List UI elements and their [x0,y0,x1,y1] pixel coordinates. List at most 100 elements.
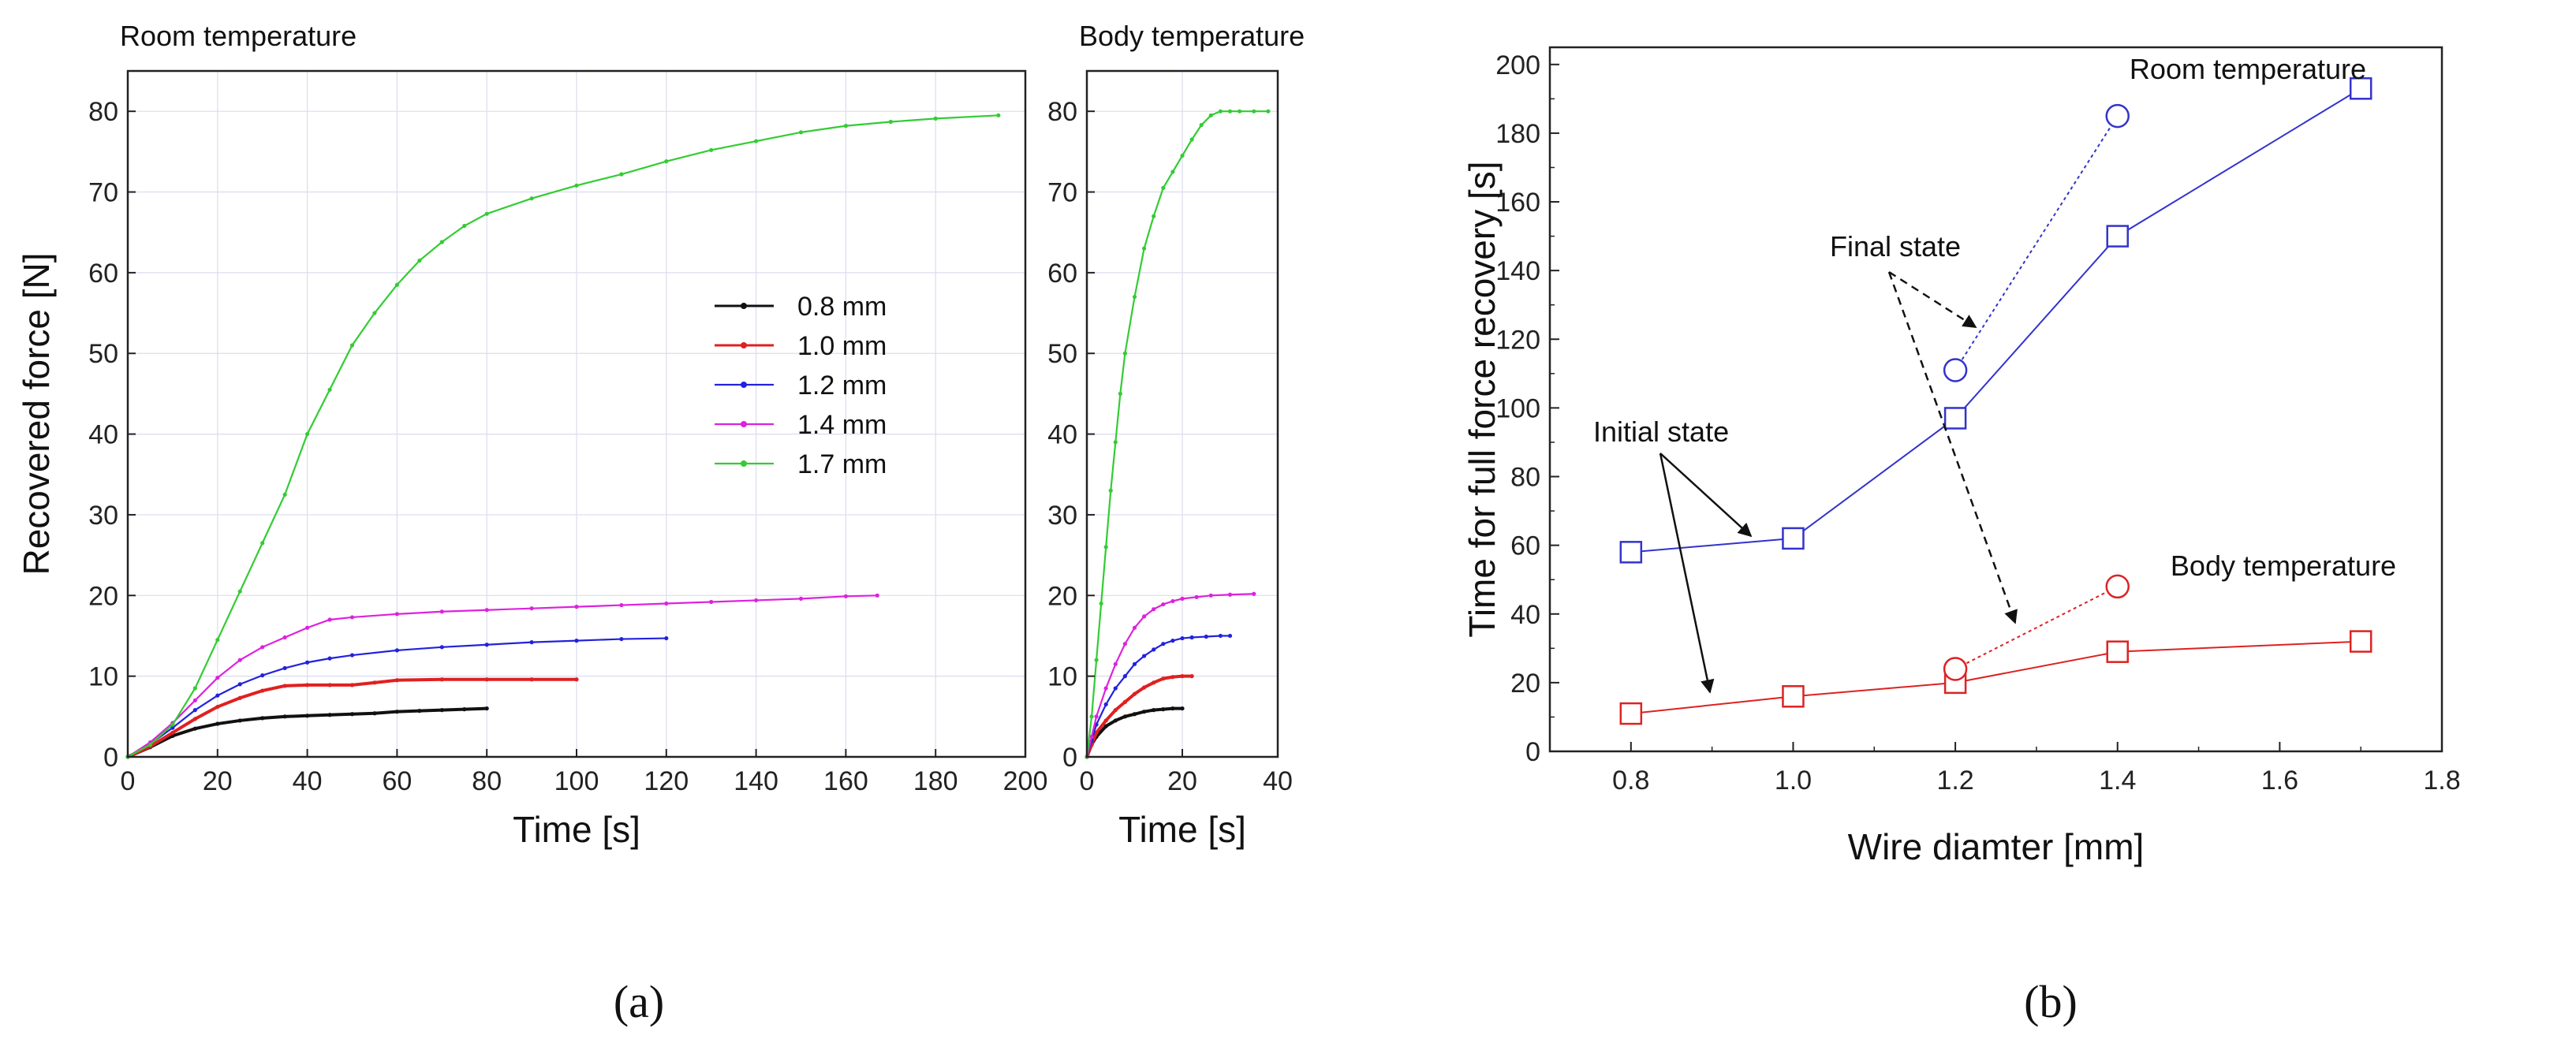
b-square-marker-0-2 [1943,407,1967,430]
room-point-08mm-13 [417,709,422,714]
room-point-12mm-9 [327,656,332,661]
room-point-17mm-13 [417,258,422,263]
body-point-17mm-7 [1118,391,1122,397]
legend-marker-3 [741,421,747,427]
room-point-14mm-17 [664,601,669,606]
room-series-line-12mm [127,637,666,758]
room-point-17mm-14 [439,240,444,244]
b-square-marker-2-1 [1782,685,1805,708]
b-final-arrow-2 [1887,271,2018,624]
b-series-line-1 [1954,115,2119,371]
legend-label-4: 1.7 mm [797,449,887,479]
room-point-10mm-10 [349,683,355,687]
b-ytick-label-7: 140 [1495,256,1540,286]
legend-label-0: 0.8 mm [797,292,887,322]
b-ytick-label-3: 60 [1510,531,1540,561]
body-xtick-label-0: 0 [1080,766,1095,796]
b-xtick-label-4: 1.6 [2261,766,2298,795]
body-ytick-label-0: 0 [1062,743,1077,773]
room-xtick-label-5: 100 [554,766,599,796]
room-point-12mm-11 [394,648,399,653]
body-point-14mm-15 [1252,591,1256,596]
room-point-12mm-15 [574,639,579,643]
room-point-10mm-4 [215,704,220,710]
legend-marker-2 [741,382,747,388]
body-point-14mm-5 [1122,642,1127,646]
body-point-17mm-11 [1152,214,1156,218]
body-point-08mm-11 [1180,706,1185,711]
room-point-12mm-8 [305,660,310,665]
body-point-10mm-6 [1132,691,1137,696]
room-point-17mm-21 [709,147,714,152]
body-point-17mm-9 [1132,294,1137,300]
room-point-08mm-4 [215,721,220,726]
room-point-10mm-16 [574,677,579,682]
room-point-12mm-17 [664,635,669,641]
body-xtick-label-1: 20 [1167,766,1197,796]
body-point-17mm-6 [1113,440,1118,445]
body-point-17mm-17 [1208,113,1213,117]
room-xtick-label-3: 60 [382,766,412,796]
room-point-10mm-2 [170,730,175,735]
room-point-12mm-3 [192,708,197,713]
room-point-14mm-12 [439,609,444,614]
room-point-12mm-4 [215,693,220,698]
body-point-14mm-4 [1113,661,1118,666]
room-x-axis-label: Time [s] [513,809,640,850]
b-square-marker-0-0 [1619,541,1643,564]
b-final-arrow-1 [1888,270,1977,329]
room-point-14mm-18 [709,599,714,605]
room-point-17mm-18 [574,183,579,188]
legend-label-3: 1.4 mm [797,410,887,440]
room-point-10mm-3 [192,717,197,721]
body-point-12mm-7 [1142,654,1147,658]
room-point-10mm-8 [305,683,310,687]
body-ytick-label-8: 80 [1047,97,1077,127]
body-point-17mm-4 [1103,545,1108,550]
body-point-10mm-2 [1094,730,1099,735]
body-ytick-label-7: 70 [1047,178,1077,208]
body-point-17mm-3 [1099,601,1103,606]
room-xtick-label-9: 180 [913,766,958,796]
b-ytick-label-4: 80 [1510,463,1540,493]
body-point-17mm-18 [1218,109,1223,114]
body-point-17mm-8 [1122,351,1127,356]
b-square-marker-0-1 [1782,527,1805,550]
b-circle-marker-3-1 [2105,574,2130,599]
body-point-08mm-3 [1103,724,1108,728]
b-circle-marker-1-1 [2105,103,2130,129]
room-point-14mm-14 [529,606,534,611]
b-square-marker-0-4 [2349,77,2373,100]
room-point-17mm-11 [372,311,377,315]
body-point-12mm-8 [1152,647,1156,652]
room-point-14mm-21 [843,594,848,598]
room-point-08mm-11 [372,711,377,716]
body-point-14mm-13 [1208,593,1213,598]
body-point-17mm-20 [1238,109,1242,114]
b-ytick-label-6: 120 [1495,325,1540,355]
b-ytick-label-9: 180 [1495,119,1540,149]
legend-marker-1 [741,342,747,348]
room-ytick-label-1: 10 [88,662,118,692]
room-xtick-label-4: 80 [472,766,502,796]
room-xtick-label-2: 40 [293,766,323,796]
body-point-12mm-9 [1161,642,1166,646]
room-point-14mm-6 [260,645,265,650]
room-ytick-label-2: 20 [88,581,118,611]
room-point-17mm-23 [798,130,804,135]
room-point-14mm-8 [305,625,310,630]
room-point-08mm-3 [192,726,197,731]
body-point-12mm-14 [1218,633,1223,639]
b-initial-arrow-1 [1659,453,1753,538]
body-point-14mm-2 [1094,714,1099,719]
body-ytick-label-5: 50 [1047,339,1077,369]
body-point-17mm-5 [1108,488,1113,493]
body-point-14mm-7 [1142,614,1147,619]
body-point-17mm-19 [1227,109,1233,114]
body-point-14mm-11 [1180,596,1185,601]
room-point-17mm-1 [147,743,153,747]
room-point-10mm-15 [529,677,534,682]
room-panel-title: Room temperature [120,20,357,52]
room-point-17mm-16 [484,211,489,216]
